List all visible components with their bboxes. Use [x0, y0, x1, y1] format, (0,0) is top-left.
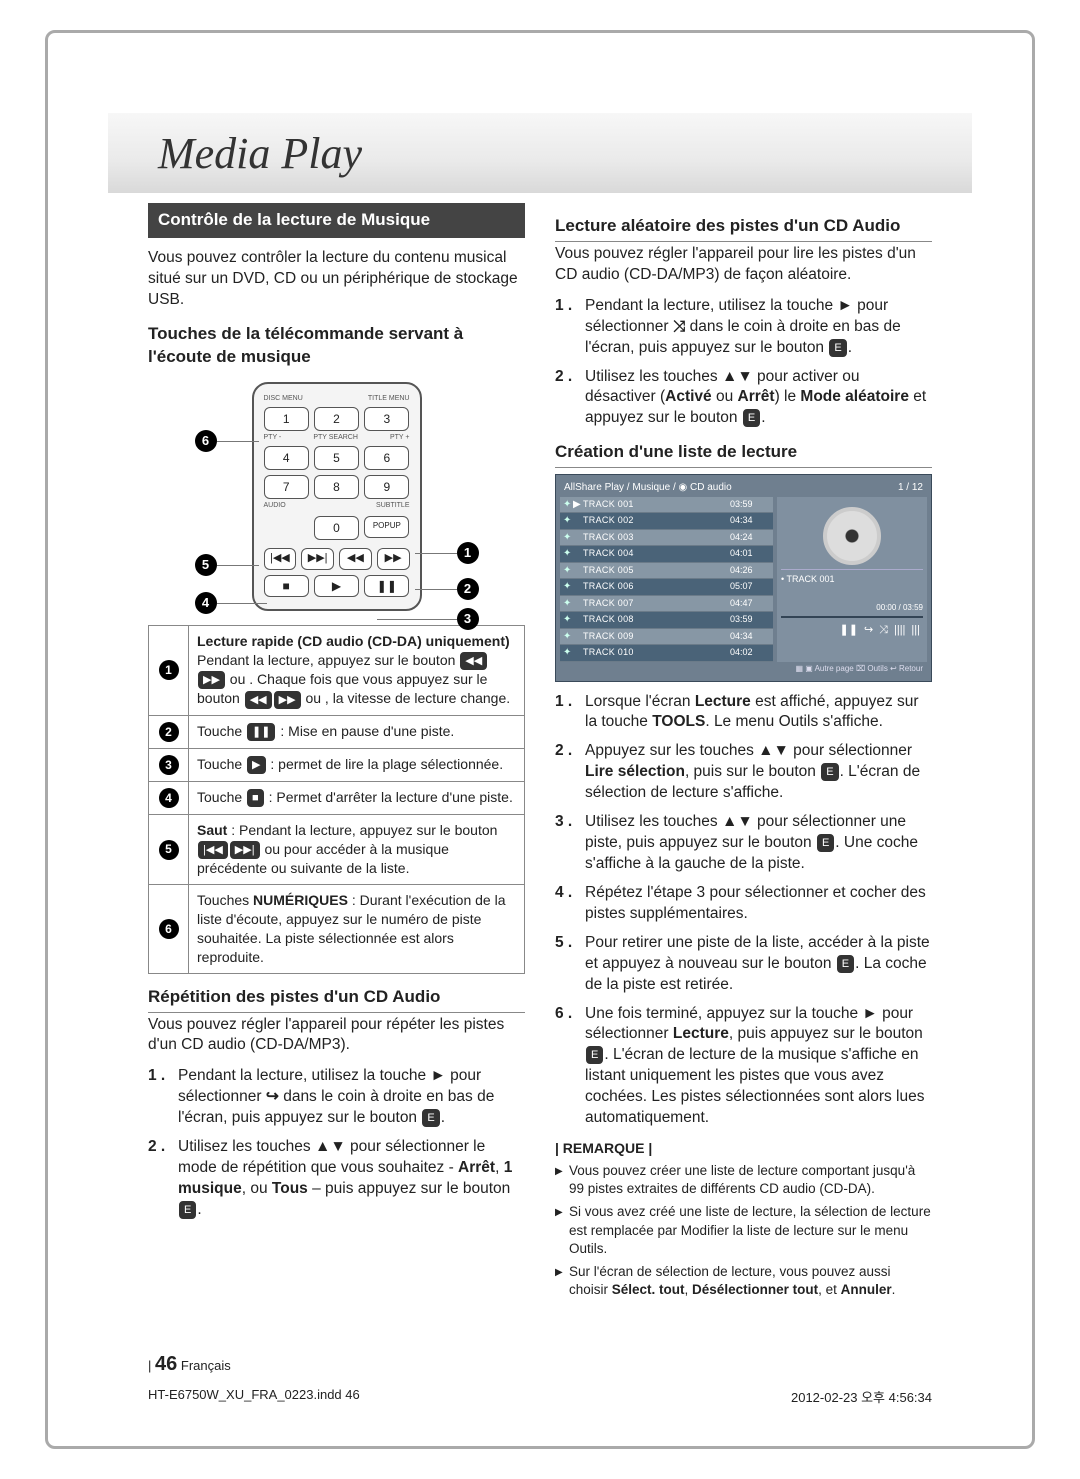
lead	[217, 603, 267, 604]
remote-heading: Touches de la télécommande servant à l'é…	[148, 323, 525, 372]
remark-label: | REMARQUE |	[555, 1139, 932, 1158]
key-2: 2	[314, 407, 359, 431]
key-0: 0	[314, 516, 359, 540]
callout-5: 5	[195, 554, 217, 576]
columns: Contrôle de la lecture de Musique Vous p…	[148, 203, 932, 1366]
now-playing-panel: • TRACK 001 00:00 / 03:59 ❚❚↪⤨|||||||	[777, 497, 927, 662]
key-7: 7	[264, 475, 309, 499]
section-heading-dark: Contrôle de la lecture de Musique	[148, 203, 525, 238]
key-8: 8	[314, 475, 359, 499]
foot-right: 2012-02-23 오후 4:56:34	[791, 1387, 932, 1406]
key-prev: |◀◀	[264, 548, 297, 570]
page-title: Media Play	[108, 113, 972, 193]
step: Pendant la lecture, utilisez la touche ►…	[148, 1066, 525, 1129]
key-3: 3	[364, 407, 409, 431]
track-list: ✦▶TRACK 00103:59✦TRACK 00204:34✦TRACK 00…	[560, 497, 773, 662]
playlist-steps: Lorsque l'écran Lecture est affiché, app…	[555, 692, 932, 1130]
key-6: 6	[364, 446, 409, 470]
key-ff: ▶▶	[377, 548, 410, 570]
label: PTY -	[264, 433, 282, 442]
remote-body: DISC MENU TITLE MENU 1 2 3 PTY - PTY SEARC…	[252, 382, 422, 611]
remote-diagram: DISC MENU TITLE MENU 1 2 3 PTY - PTY SEARC…	[197, 382, 477, 611]
key-4: 4	[264, 446, 309, 470]
lead	[217, 565, 259, 566]
callout-6: 6	[195, 430, 217, 452]
track-row: ✦▶TRACK 00103:59	[560, 497, 773, 514]
remark-item: Vous pouvez créer une liste de lecture c…	[555, 1162, 932, 1198]
foot-left: HT-E6750W_XU_FRA_0223.indd 46	[148, 1387, 360, 1406]
label: AUDIO	[264, 501, 286, 510]
callout-2: 2	[457, 578, 479, 600]
callout-3: 3	[457, 608, 479, 630]
step: Pendant la lecture, utilisez la touche ►…	[555, 296, 932, 359]
step: Une fois terminé, appuyez sur la touche …	[555, 1004, 932, 1130]
key-next: ▶▶|	[301, 548, 334, 570]
remark-item: Sur l'écran de sélection de lecture, vou…	[555, 1263, 932, 1299]
step: Utilisez les touches ▲▼ pour sélectionne…	[148, 1137, 525, 1221]
label: DISC MENU	[264, 394, 303, 403]
step: Utilisez les touches ▲▼ pour activer ou …	[555, 367, 932, 430]
step: Lorsque l'écran Lecture est affiché, app…	[555, 692, 932, 734]
shot-footer: ▦ ▣ Autre page ⌧ Outils ↩ Retour	[560, 662, 927, 677]
step: Pour retirer une piste de la liste, accé…	[555, 933, 932, 996]
lead	[217, 441, 259, 442]
playlist-heading: Création d'une liste de lecture	[555, 441, 932, 468]
repeat-heading: Répétition des pistes d'un CD Audio	[148, 986, 525, 1013]
track-row: ✦TRACK 00204:34	[560, 513, 773, 530]
track-row: ✦TRACK 00803:59	[560, 612, 773, 629]
print-footer: HT-E6750W_XU_FRA_0223.indd 46 2012-02-23…	[148, 1387, 932, 1406]
lead	[415, 589, 457, 590]
remarks-list: Vous pouvez créer une liste de lecture c…	[555, 1162, 932, 1300]
key-play: ▶	[314, 575, 359, 597]
key-5: 5	[314, 446, 359, 470]
key-1: 1	[264, 407, 309, 431]
track-row: ✦TRACK 00304:24	[560, 530, 773, 547]
key-rew: ◀◀	[339, 548, 372, 570]
playlist-screenshot: AllShare Play / Musique / ◉ CD audio 1 /…	[555, 474, 932, 681]
num-grid: 1 2 3	[264, 407, 410, 431]
key-popup: POPUP	[364, 516, 409, 538]
intro-text: Vous pouvez contrôler la lecture du cont…	[148, 248, 525, 311]
key-stop: ■	[264, 575, 309, 597]
step: Appuyez sur les touches ▲▼ pour sélectio…	[555, 741, 932, 804]
shuffle-heading: Lecture aléatoire des pistes d'un CD Aud…	[555, 215, 932, 242]
remark-item: Si vous avez créé une liste de lecture, …	[555, 1203, 932, 1258]
breadcrumb: AllShare Play / Musique / ◉ CD audio	[564, 481, 732, 495]
callout-4: 4	[195, 592, 217, 614]
track-row: ✦TRACK 01004:02	[560, 645, 773, 662]
label: PTY SEARCH	[313, 433, 358, 442]
shuffle-steps: Pendant la lecture, utilisez la touche ►…	[555, 296, 932, 430]
repeat-steps: Pendant la lecture, utilisez la touche ►…	[148, 1066, 525, 1220]
track-row: ✦TRACK 00504:26	[560, 563, 773, 580]
now-track: • TRACK 001	[781, 569, 923, 585]
repeat-intro: Vous pouvez régler l'appareil pour répét…	[148, 1015, 525, 1057]
label: TITLE MENU	[368, 394, 410, 403]
step: Répétez l'étape 3 pour sélectionner et c…	[555, 883, 932, 925]
shuffle-intro: Vous pouvez régler l'appareil pour lire …	[555, 244, 932, 286]
counter: 1 / 12	[898, 481, 923, 495]
track-row: ✦TRACK 00904:34	[560, 629, 773, 646]
transport-icons: ❚❚↪⤨|||||||	[781, 620, 923, 641]
step: Utilisez les touches ▲▼ pour sélectionne…	[555, 812, 932, 875]
disc-icon	[823, 507, 881, 565]
lead	[415, 553, 457, 554]
track-row: ✦TRACK 00605:07	[560, 579, 773, 596]
label: PTY +	[390, 433, 410, 442]
key-9: 9	[364, 475, 409, 499]
page-number: | 46 Français	[148, 1353, 231, 1376]
key-pause: ❚❚	[364, 575, 409, 597]
track-row: ✦TRACK 00404:01	[560, 546, 773, 563]
right-column: Lecture aléatoire des pistes d'un CD Aud…	[555, 203, 932, 1366]
label: SUBTITLE	[376, 501, 409, 510]
callout-1: 1	[457, 542, 479, 564]
left-column: Contrôle de la lecture de Musique Vous p…	[148, 203, 525, 1366]
page-frame: Media Play Contrôle de la lecture de Mus…	[45, 30, 1035, 1449]
track-row: ✦TRACK 00704:47	[560, 596, 773, 613]
time: 00:00 / 03:59	[781, 603, 923, 614]
legend-table: 1Lecture rapide (CD audio (CD-DA) unique…	[148, 625, 525, 974]
lead	[377, 619, 457, 620]
